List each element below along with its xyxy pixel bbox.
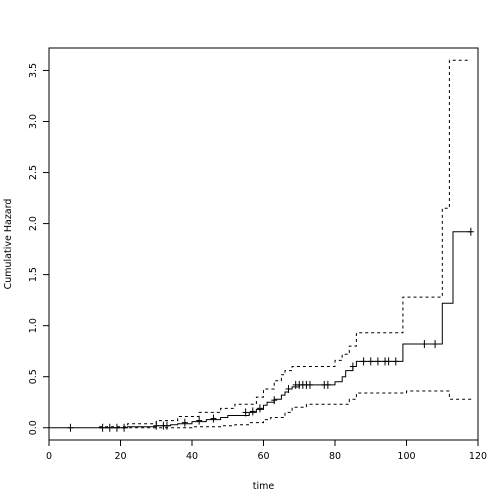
y-axis-title: Cumulative Hazard: [3, 199, 14, 290]
x-tick-label: 80: [329, 451, 341, 462]
y-tick-label: 2.5: [28, 165, 39, 180]
x-axis-title: time: [253, 481, 275, 492]
x-tick-label: 100: [397, 451, 415, 462]
confidence-bound-line-2: [99, 390, 472, 429]
censor-marks: [67, 227, 474, 432]
series-layer: [49, 59, 472, 429]
y-tick-label: 1.0: [28, 318, 39, 333]
y-tick-label: 3.5: [28, 63, 39, 78]
y-tick-label: 2.0: [28, 216, 39, 231]
plot-frame: [48, 47, 479, 441]
x-tick-label: 60: [257, 451, 269, 462]
x-tick-label: 120: [469, 451, 487, 462]
y-tick-label: 0.0: [28, 420, 39, 435]
y-tick-label: 0.5: [28, 369, 39, 384]
cumulative-hazard-estimate-line: [49, 231, 471, 429]
x-tick-label: 20: [114, 451, 126, 462]
x-tick-label: 0: [46, 451, 52, 462]
y-axis: 0.0 0.5 1.0 1.5 2.0 2.5 3.0 3.5: [28, 63, 49, 435]
y-tick-label: 3.0: [28, 114, 39, 129]
x-axis: 0 20 40 60 80 100 120: [46, 440, 487, 462]
confidence-bound-line-1: [99, 59, 471, 428]
y-tick-label: 1.5: [28, 267, 39, 282]
x-tick-label: 40: [186, 451, 198, 462]
